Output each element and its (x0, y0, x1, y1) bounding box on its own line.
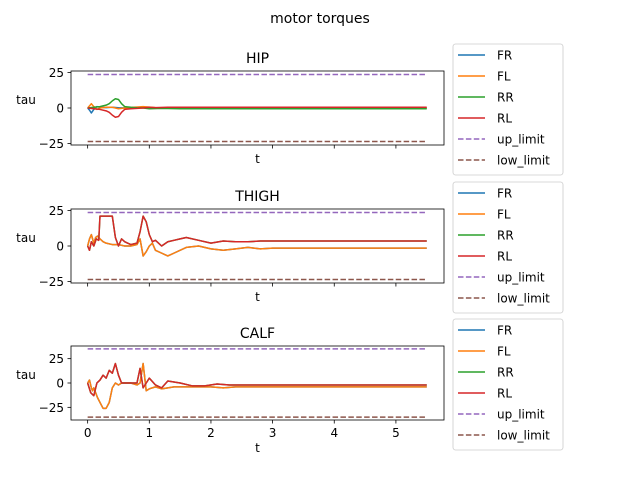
legend-label-FL: FL (497, 208, 511, 222)
y-tick-label-hip: −25 (39, 137, 64, 151)
y-tick-label-thigh: −25 (39, 275, 64, 289)
legend-label-RR: RR (497, 229, 514, 243)
y-tick-label-thigh: 25 (49, 204, 64, 218)
series-calf-RR (86, 362, 427, 397)
y-tick-label-calf: 0 (56, 377, 64, 391)
panel-thigh: THIGH −25 0 25 t tau FR FL RR RL up_limit low_limit (16, 181, 564, 314)
y-axis-label-calf: tau (16, 368, 36, 382)
legend-label-low-limit: low_limit (497, 292, 550, 306)
series-calf-RL (86, 362, 427, 397)
y-tick-label-hip: 25 (49, 66, 64, 80)
x-tick-label-calf: 1 (145, 426, 153, 440)
x-tick-label-calf: 3 (269, 426, 277, 440)
legend-label-low-limit: low_limit (497, 429, 550, 443)
x-tick-label-calf: 4 (330, 426, 338, 440)
figure-suptitle: motor torques (270, 11, 370, 27)
series-lines-hip (87, 73, 427, 143)
series-calf-FL (87, 362, 427, 410)
y-tick-label-hip: 0 (56, 102, 64, 116)
legend-thigh: FR FL RR RL up_limit low_limit (452, 181, 564, 314)
y-tick-label-calf: 25 (49, 352, 64, 366)
panel-title-hip: HIP (246, 51, 269, 67)
legend-label-up-limit: up_limit (497, 271, 545, 285)
y-tick-label-calf: −25 (39, 401, 64, 415)
legend-calf: FR FL RR RL up_limit low_limit (452, 318, 564, 451)
legend-label-low-limit: low_limit (497, 154, 550, 168)
panel-calf: CALF 0 1 2 3 4 5 −25 0 25 t tau FR FL RR RL up_limit low_… (16, 318, 564, 455)
legend-label-RR: RR (497, 366, 514, 380)
panel-title-thigh: THIGH (234, 189, 280, 205)
series-lines-thigh (86, 211, 427, 281)
y-tick-label-thigh: 0 (56, 240, 64, 254)
series-hip-RL (87, 106, 427, 118)
x-tick-label-calf: 5 (392, 426, 400, 440)
legend-label-RL: RL (497, 250, 512, 264)
legend-label-RL: RL (497, 112, 512, 126)
legend-label-up-limit: up_limit (497, 133, 545, 147)
legend-label-FL: FL (497, 70, 511, 84)
legend-label-FR: FR (497, 49, 512, 63)
series-lines-calf (86, 348, 427, 418)
series-calf-FR (87, 362, 427, 410)
x-axis-label-thigh: t (255, 290, 260, 304)
panel-title-calf: CALF (240, 326, 275, 342)
legend-label-FL: FL (497, 345, 511, 359)
subplot-panels: HIP−25025ttauFRFLRRRLup_limitlow_limitTH… (16, 43, 564, 455)
legend-label-RR: RR (497, 91, 514, 105)
series-thigh-FL (86, 233, 427, 257)
series-thigh-RL (86, 215, 427, 252)
panel-hip: HIP −25 0 25 t tau FR FL RR RL up_limit low_limit (16, 43, 564, 176)
series-hip-RR (87, 98, 427, 110)
x-axis-label-calf: t (255, 441, 260, 455)
legend-label-up-limit: up_limit (497, 408, 545, 422)
legend-label-RL: RL (497, 387, 512, 401)
x-tick-label-calf: 2 (207, 426, 215, 440)
legend-label-FR: FR (497, 324, 512, 338)
x-tick-label-calf: 0 (84, 426, 92, 440)
y-axis-label-hip: tau (16, 93, 36, 107)
series-thigh-RR (86, 215, 427, 252)
legend-hip: FR FL RR RL up_limit low_limit (452, 43, 564, 176)
legend-label-FR: FR (497, 187, 512, 201)
x-axis-label-hip: t (255, 152, 260, 166)
y-axis-label-thigh: tau (16, 231, 36, 245)
